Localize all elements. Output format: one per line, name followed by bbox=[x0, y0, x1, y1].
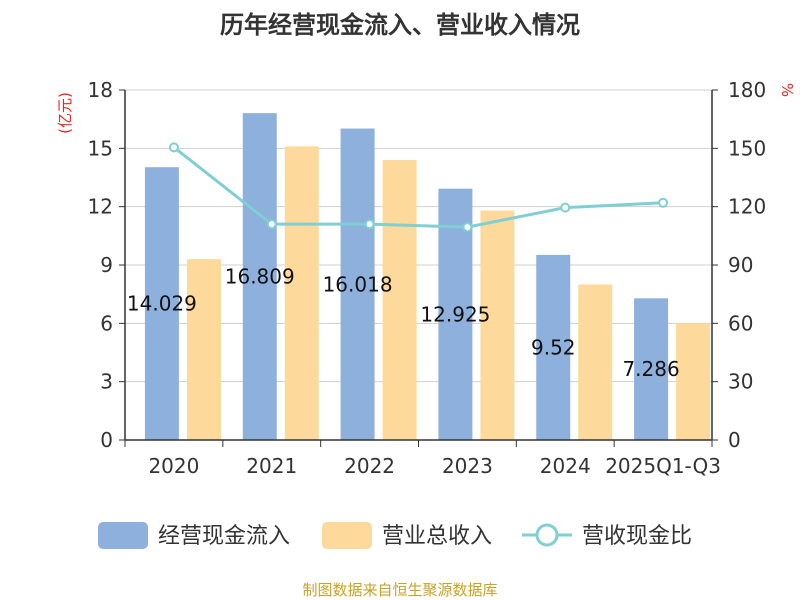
left-axis-unit: (亿元) bbox=[56, 92, 74, 134]
bar-营业总收入 bbox=[382, 160, 417, 440]
right-tick-label: 30 bbox=[728, 370, 753, 394]
legend-label: 经营现金流入 bbox=[158, 524, 290, 549]
source-note: 制图数据来自恒生聚源数据库 bbox=[302, 581, 497, 599]
x-tick-label: 2025Q1-Q3 bbox=[605, 454, 721, 478]
right-tick-label: 60 bbox=[728, 311, 753, 335]
legend-label: 营业总收入 bbox=[382, 524, 492, 549]
chart-title: 历年经营现金流入、营业收入情况 bbox=[220, 11, 580, 39]
right-tick-label: 90 bbox=[728, 253, 753, 277]
right-tick-label: 150 bbox=[728, 136, 766, 160]
left-tick-label: 6 bbox=[100, 311, 113, 335]
bar-经营现金流入 bbox=[536, 254, 571, 440]
data-labels: 14.029 16.809 16.018 12.925 9.52 7.286 bbox=[127, 265, 680, 382]
left-tick-label: 18 bbox=[88, 78, 113, 102]
line-point bbox=[560, 202, 571, 213]
x-tick-label: 2022 bbox=[344, 454, 395, 478]
bars bbox=[144, 113, 711, 441]
left-tick-label: 9 bbox=[100, 253, 113, 277]
x-tick-label: 2020 bbox=[148, 454, 199, 478]
left-tick-label: 3 bbox=[100, 370, 113, 394]
legend-label: 营收现金比 bbox=[582, 524, 692, 549]
bar-经营现金流入 bbox=[144, 167, 179, 441]
x-tick-label: 2021 bbox=[246, 454, 297, 478]
x-tick-label: 2023 bbox=[442, 454, 493, 478]
gridlines bbox=[125, 89, 712, 383]
data-label: 14.029 bbox=[127, 292, 197, 316]
right-axis-unit: % bbox=[778, 83, 796, 97]
bar-营业总收入 bbox=[578, 284, 613, 440]
line-point bbox=[364, 219, 375, 230]
bar-经营现金流入 bbox=[634, 298, 669, 440]
right-tick-label: 0 bbox=[728, 428, 741, 452]
line-point bbox=[266, 219, 277, 230]
bar-营业总收入 bbox=[480, 210, 515, 440]
line-point bbox=[658, 197, 669, 208]
legend-swatch-marker bbox=[535, 523, 559, 547]
left-tick-label: 12 bbox=[88, 195, 113, 219]
legend: 经营现金流入 营业总收入 营收现金比 bbox=[98, 522, 692, 549]
data-label: 7.286 bbox=[622, 357, 679, 381]
bar-营业总收入 bbox=[284, 146, 319, 440]
bar-经营现金流入 bbox=[340, 128, 375, 441]
right-tick-label: 180 bbox=[728, 78, 766, 102]
line-营收现金比 bbox=[172, 146, 664, 229]
data-label: 12.925 bbox=[420, 302, 490, 326]
data-label: 16.809 bbox=[225, 265, 295, 289]
line-point bbox=[462, 222, 473, 233]
line-point bbox=[168, 142, 179, 153]
x-tick-label: 2024 bbox=[540, 454, 591, 478]
data-label: 9.52 bbox=[531, 335, 576, 359]
legend-swatch-bar-1 bbox=[98, 522, 148, 549]
bar-营业总收入 bbox=[676, 323, 711, 440]
bar-经营现金流入 bbox=[242, 113, 277, 441]
ratio-line bbox=[168, 142, 669, 233]
legend-swatch-bar-2 bbox=[322, 522, 372, 549]
data-label: 16.018 bbox=[323, 272, 393, 296]
right-tick-label: 120 bbox=[728, 195, 766, 219]
left-tick-label: 15 bbox=[88, 136, 113, 160]
bar-营业总收入 bbox=[186, 259, 221, 440]
left-tick-label: 0 bbox=[100, 428, 113, 452]
